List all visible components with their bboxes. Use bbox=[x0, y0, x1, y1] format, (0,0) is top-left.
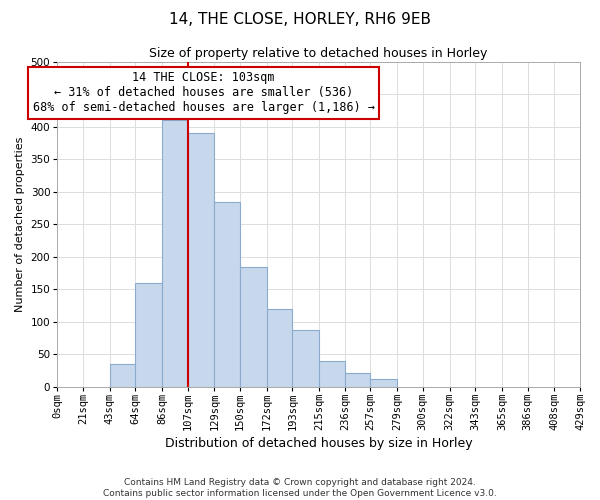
Bar bbox=[319, 361, 345, 387]
Bar bbox=[292, 330, 319, 387]
Text: 14, THE CLOSE, HORLEY, RH6 9EB: 14, THE CLOSE, HORLEY, RH6 9EB bbox=[169, 12, 431, 28]
Y-axis label: Number of detached properties: Number of detached properties bbox=[15, 136, 25, 312]
Title: Size of property relative to detached houses in Horley: Size of property relative to detached ho… bbox=[149, 48, 488, 60]
Text: 14 THE CLOSE: 103sqm
← 31% of detached houses are smaller (536)
68% of semi-deta: 14 THE CLOSE: 103sqm ← 31% of detached h… bbox=[32, 72, 374, 114]
Bar bbox=[110, 364, 135, 387]
Bar bbox=[345, 372, 370, 387]
Bar bbox=[188, 133, 214, 387]
Bar bbox=[370, 379, 397, 387]
X-axis label: Distribution of detached houses by size in Horley: Distribution of detached houses by size … bbox=[165, 437, 472, 450]
Bar bbox=[267, 309, 292, 387]
Bar bbox=[214, 202, 240, 387]
Bar bbox=[135, 283, 162, 387]
Bar bbox=[240, 266, 267, 387]
Text: Contains HM Land Registry data © Crown copyright and database right 2024.
Contai: Contains HM Land Registry data © Crown c… bbox=[103, 478, 497, 498]
Bar bbox=[162, 120, 188, 387]
